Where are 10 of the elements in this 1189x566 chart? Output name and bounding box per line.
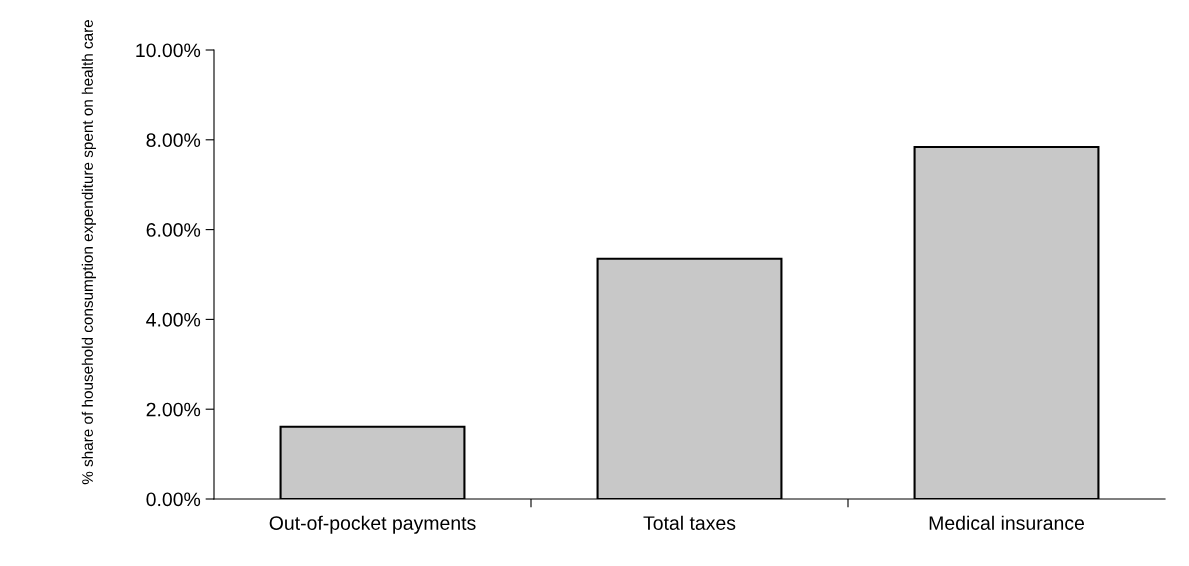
y-tick-label: 6.00% — [146, 223, 201, 237]
y-axis-title: % share of household consumption expenditure spent on health care — [81, 19, 96, 485]
y-tick-label: 0.00% — [146, 492, 201, 507]
y-tick-label: 4.00% — [146, 312, 201, 327]
y-tick-label: 10.00% — [136, 43, 201, 58]
x-tick-label: Total taxes — [643, 515, 736, 530]
y-tick-label: 8.00% — [146, 133, 201, 148]
x-tick-label: Medical insurance — [929, 515, 1084, 530]
x-tick-label: Out-of-pocket payments — [269, 515, 476, 534]
y-tick-label: 2.00% — [146, 402, 201, 417]
